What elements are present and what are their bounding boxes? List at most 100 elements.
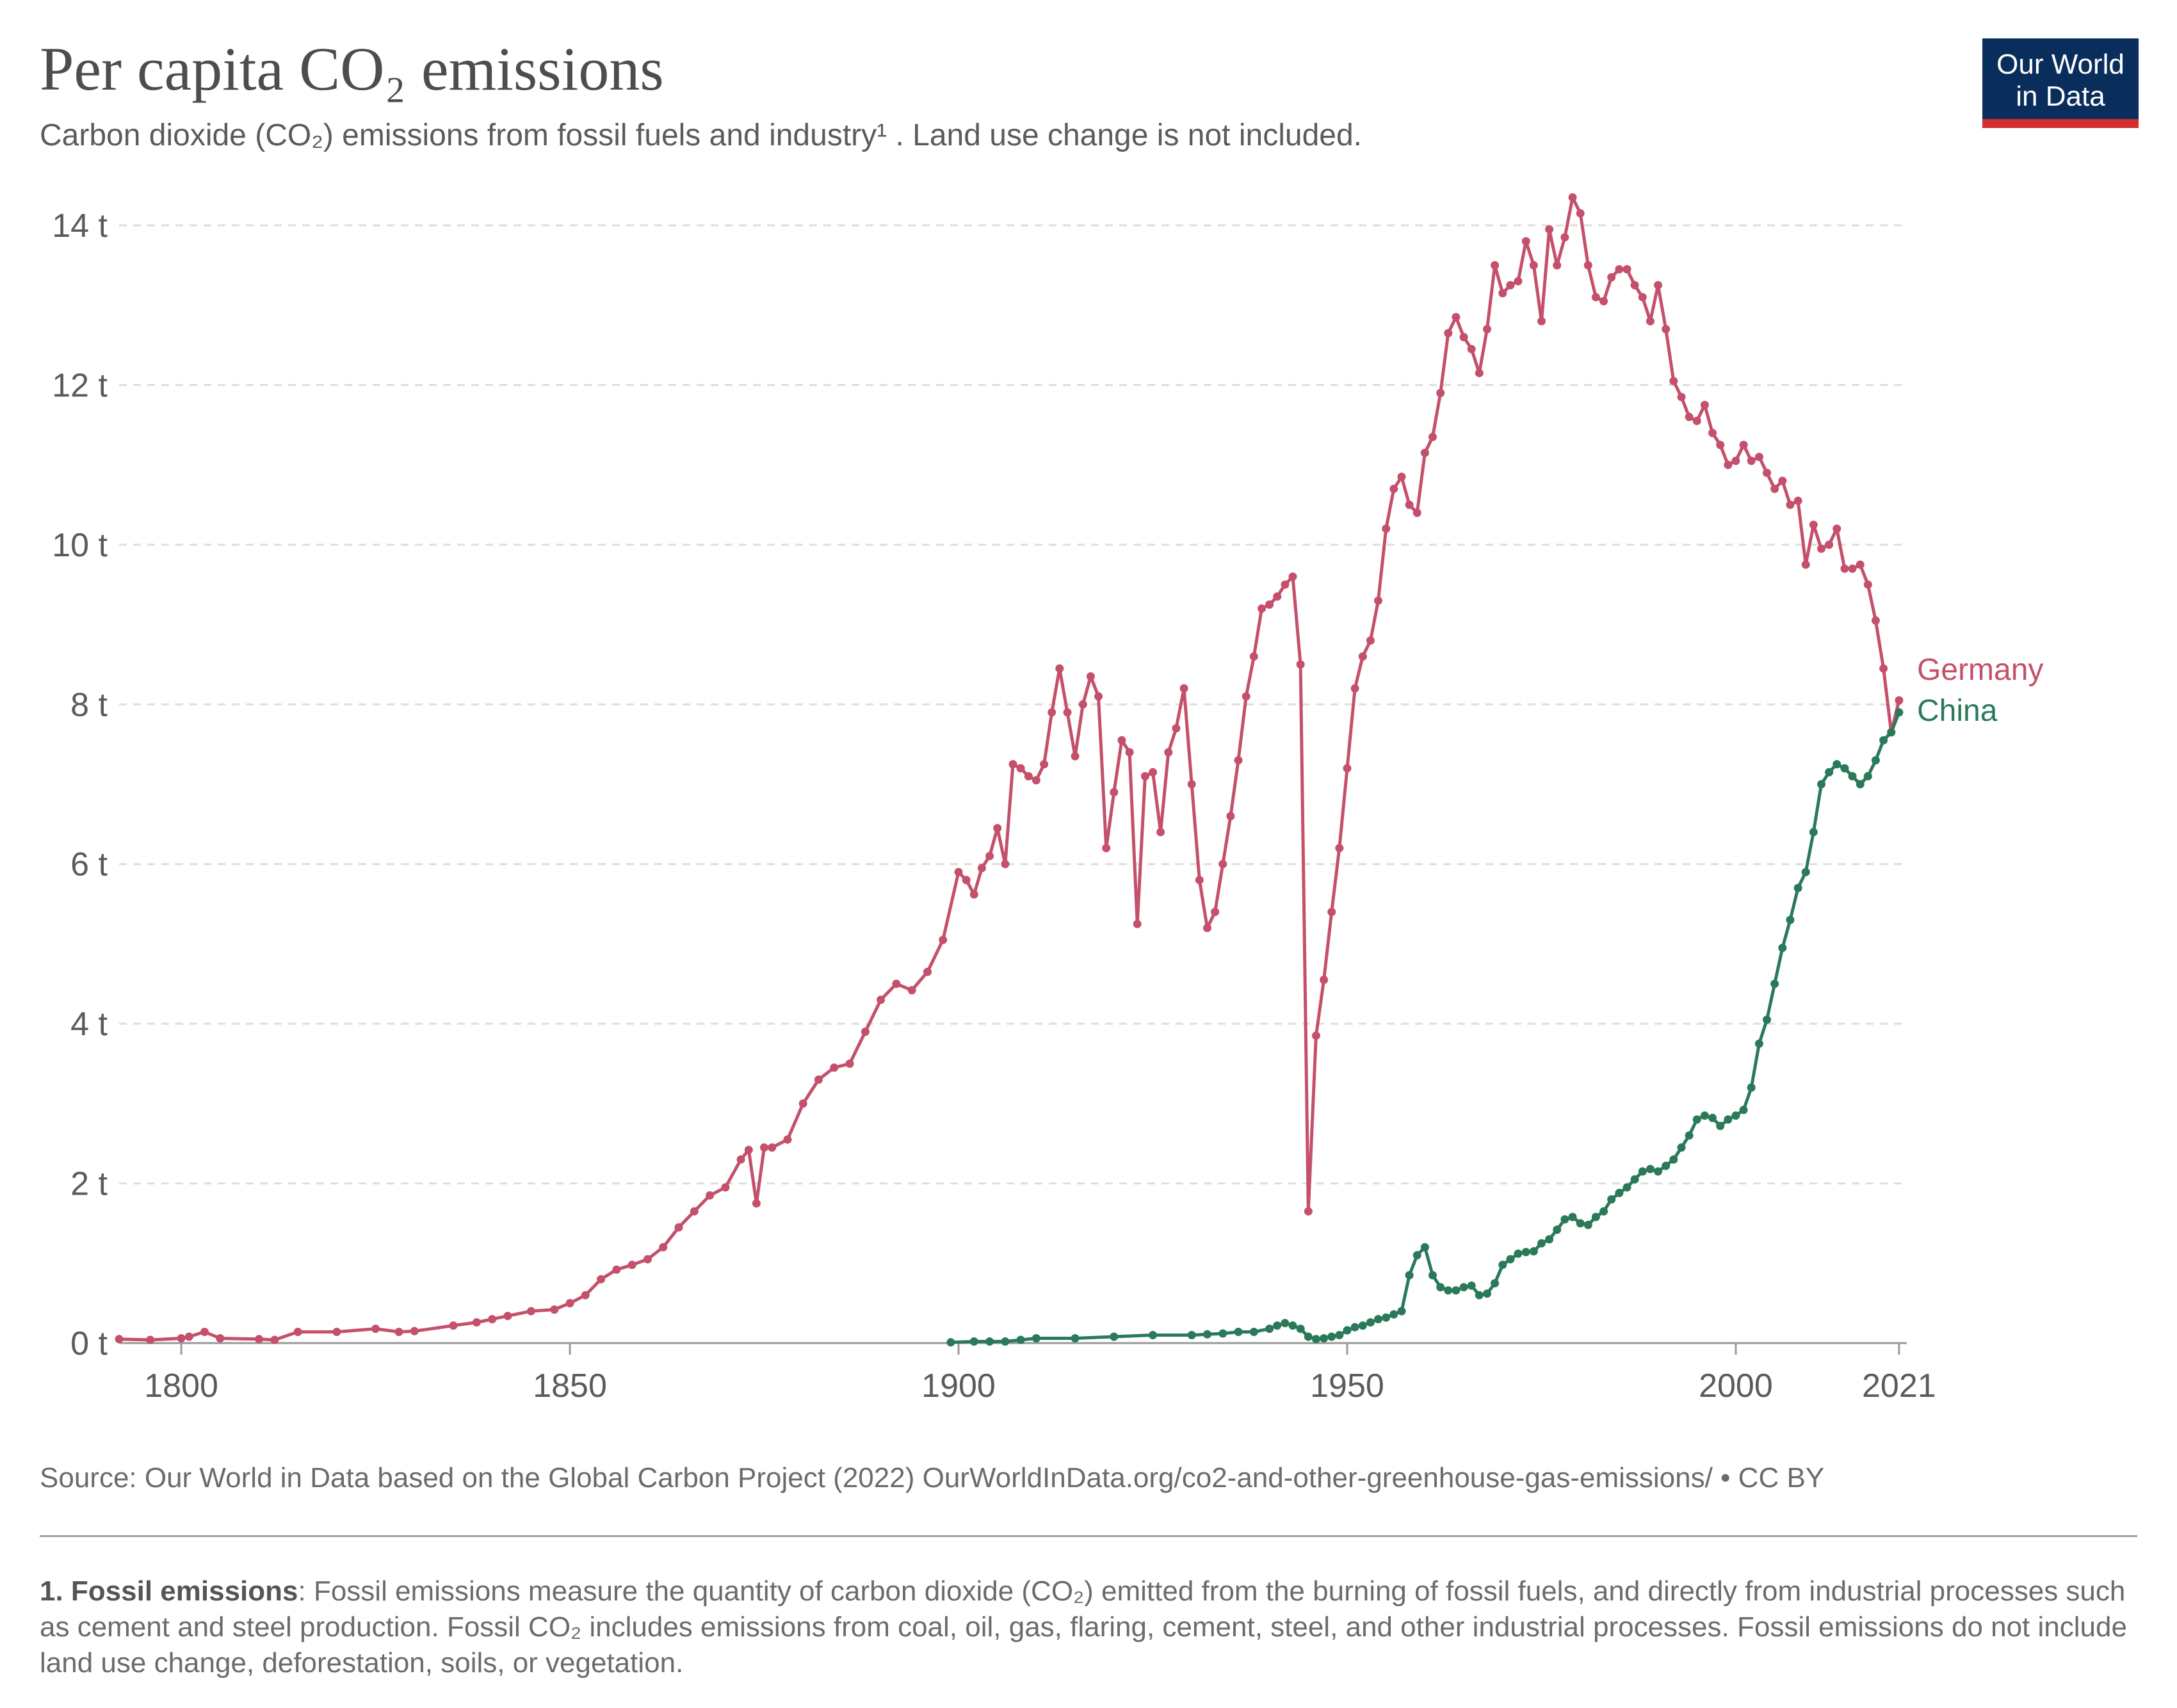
data-point-germany[interactable] — [1412, 508, 1421, 517]
data-point-germany[interactable] — [783, 1135, 792, 1144]
data-point-germany[interactable] — [985, 851, 994, 860]
data-point-germany[interactable] — [200, 1328, 209, 1336]
data-point-germany[interactable] — [488, 1315, 497, 1324]
data-point-china[interactable] — [1591, 1213, 1600, 1221]
data-point-germany[interactable] — [1063, 708, 1072, 717]
data-point-china[interactable] — [1669, 1155, 1678, 1164]
data-point-germany[interactable] — [1630, 281, 1639, 289]
data-point-germany[interactable] — [1016, 764, 1025, 773]
data-point-germany[interactable] — [1895, 696, 1904, 705]
data-point-germany[interactable] — [146, 1335, 155, 1344]
data-point-china[interactable] — [1296, 1325, 1305, 1333]
data-point-china[interactable] — [1405, 1271, 1414, 1280]
data-point-china[interactable] — [1724, 1115, 1733, 1124]
data-point-germany[interactable] — [1778, 476, 1787, 485]
data-point-germany[interactable] — [1296, 660, 1305, 669]
data-point-china[interactable] — [1833, 760, 1841, 769]
data-point-germany[interactable] — [1863, 580, 1872, 589]
data-point-germany[interactable] — [1242, 692, 1250, 701]
data-point-germany[interactable] — [293, 1328, 302, 1336]
data-point-china[interactable] — [1708, 1113, 1717, 1122]
data-point-germany[interactable] — [410, 1326, 419, 1335]
data-point-germany[interactable] — [706, 1191, 715, 1200]
data-point-germany[interactable] — [1211, 908, 1220, 916]
data-point-germany[interactable] — [1459, 333, 1468, 342]
data-point-germany[interactable] — [1452, 312, 1461, 321]
data-point-germany[interactable] — [1623, 265, 1631, 274]
data-point-germany[interactable] — [1583, 261, 1592, 270]
data-point-germany[interactable] — [1258, 604, 1266, 613]
data-point-germany[interactable] — [1436, 389, 1445, 398]
data-point-germany[interactable] — [1716, 440, 1725, 449]
data-point-china[interactable] — [1335, 1331, 1344, 1339]
data-point-germany[interactable] — [977, 864, 986, 873]
data-point-germany[interactable] — [752, 1199, 761, 1208]
data-point-germany[interactable] — [177, 1334, 186, 1342]
data-point-germany[interactable] — [1086, 672, 1095, 681]
data-point-china[interactable] — [985, 1337, 994, 1346]
data-point-germany[interactable] — [659, 1243, 668, 1252]
data-point-germany[interactable] — [1311, 1031, 1320, 1040]
data-point-china[interactable] — [1506, 1255, 1515, 1264]
data-point-germany[interactable] — [1048, 708, 1056, 717]
data-point-china[interactable] — [1234, 1328, 1243, 1336]
data-point-germany[interactable] — [1374, 596, 1382, 605]
data-point-china[interactable] — [1452, 1286, 1461, 1295]
data-point-china[interactable] — [1863, 772, 1872, 780]
data-point-germany[interactable] — [371, 1325, 380, 1333]
data-point-germany[interactable] — [721, 1183, 730, 1192]
data-point-china[interactable] — [1529, 1247, 1538, 1256]
data-point-germany[interactable] — [1281, 580, 1290, 589]
data-point-germany[interactable] — [1879, 664, 1888, 673]
data-point-germany[interactable] — [1724, 460, 1733, 469]
data-point-germany[interactable] — [1770, 485, 1779, 494]
data-point-germany[interactable] — [1008, 760, 1017, 769]
data-point-germany[interactable] — [1187, 780, 1196, 789]
data-point-germany[interactable] — [1420, 448, 1429, 457]
data-point-china[interactable] — [1747, 1083, 1756, 1092]
data-point-germany[interactable] — [216, 1334, 225, 1342]
data-point-germany[interactable] — [643, 1255, 652, 1264]
data-point-germany[interactable] — [1638, 293, 1647, 302]
data-point-germany[interactable] — [1685, 412, 1694, 421]
data-point-china[interactable] — [1110, 1332, 1119, 1341]
owid-logo[interactable]: Our World in Data — [1982, 38, 2139, 128]
data-point-germany[interactable] — [1856, 560, 1865, 569]
data-point-china[interactable] — [1887, 728, 1896, 737]
data-point-germany[interactable] — [1529, 261, 1538, 270]
data-point-china[interactable] — [1343, 1326, 1352, 1335]
data-point-germany[interactable] — [1265, 600, 1274, 609]
data-point-germany[interactable] — [1133, 919, 1142, 928]
data-point-china[interactable] — [1001, 1337, 1010, 1346]
data-point-germany[interactable] — [923, 967, 932, 976]
data-point-germany[interactable] — [1662, 325, 1671, 334]
data-point-china[interactable] — [1654, 1167, 1662, 1176]
data-point-germany[interactable] — [1071, 752, 1080, 761]
data-point-china[interactable] — [1716, 1122, 1725, 1131]
data-point-germany[interactable] — [1576, 209, 1585, 218]
data-point-china[interactable] — [1677, 1143, 1686, 1152]
data-point-china[interactable] — [1801, 867, 1810, 876]
data-point-germany[interactable] — [1801, 560, 1810, 569]
data-point-germany[interactable] — [1001, 860, 1010, 869]
data-point-germany[interactable] — [612, 1265, 621, 1274]
data-point-china[interactable] — [1265, 1325, 1274, 1333]
data-point-germany[interactable] — [1149, 768, 1157, 777]
data-point-germany[interactable] — [1389, 485, 1398, 494]
data-point-china[interactable] — [1358, 1321, 1367, 1330]
data-point-china[interactable] — [1630, 1175, 1639, 1184]
data-point-china[interactable] — [1420, 1243, 1429, 1252]
data-point-china[interactable] — [1218, 1329, 1227, 1338]
data-point-germany[interactable] — [472, 1318, 481, 1327]
data-point-china[interactable] — [1374, 1315, 1382, 1324]
data-point-china[interactable] — [1700, 1111, 1709, 1120]
data-point-germany[interactable] — [332, 1328, 341, 1336]
data-point-germany[interactable] — [1405, 501, 1414, 509]
data-point-germany[interactable] — [1763, 469, 1771, 478]
data-point-germany[interactable] — [861, 1027, 870, 1036]
data-point-china[interactable] — [1537, 1239, 1546, 1248]
data-point-germany[interactable] — [744, 1145, 753, 1154]
data-point-china[interactable] — [1203, 1330, 1211, 1339]
data-point-china[interactable] — [1016, 1335, 1025, 1344]
data-point-china[interactable] — [1428, 1271, 1437, 1280]
